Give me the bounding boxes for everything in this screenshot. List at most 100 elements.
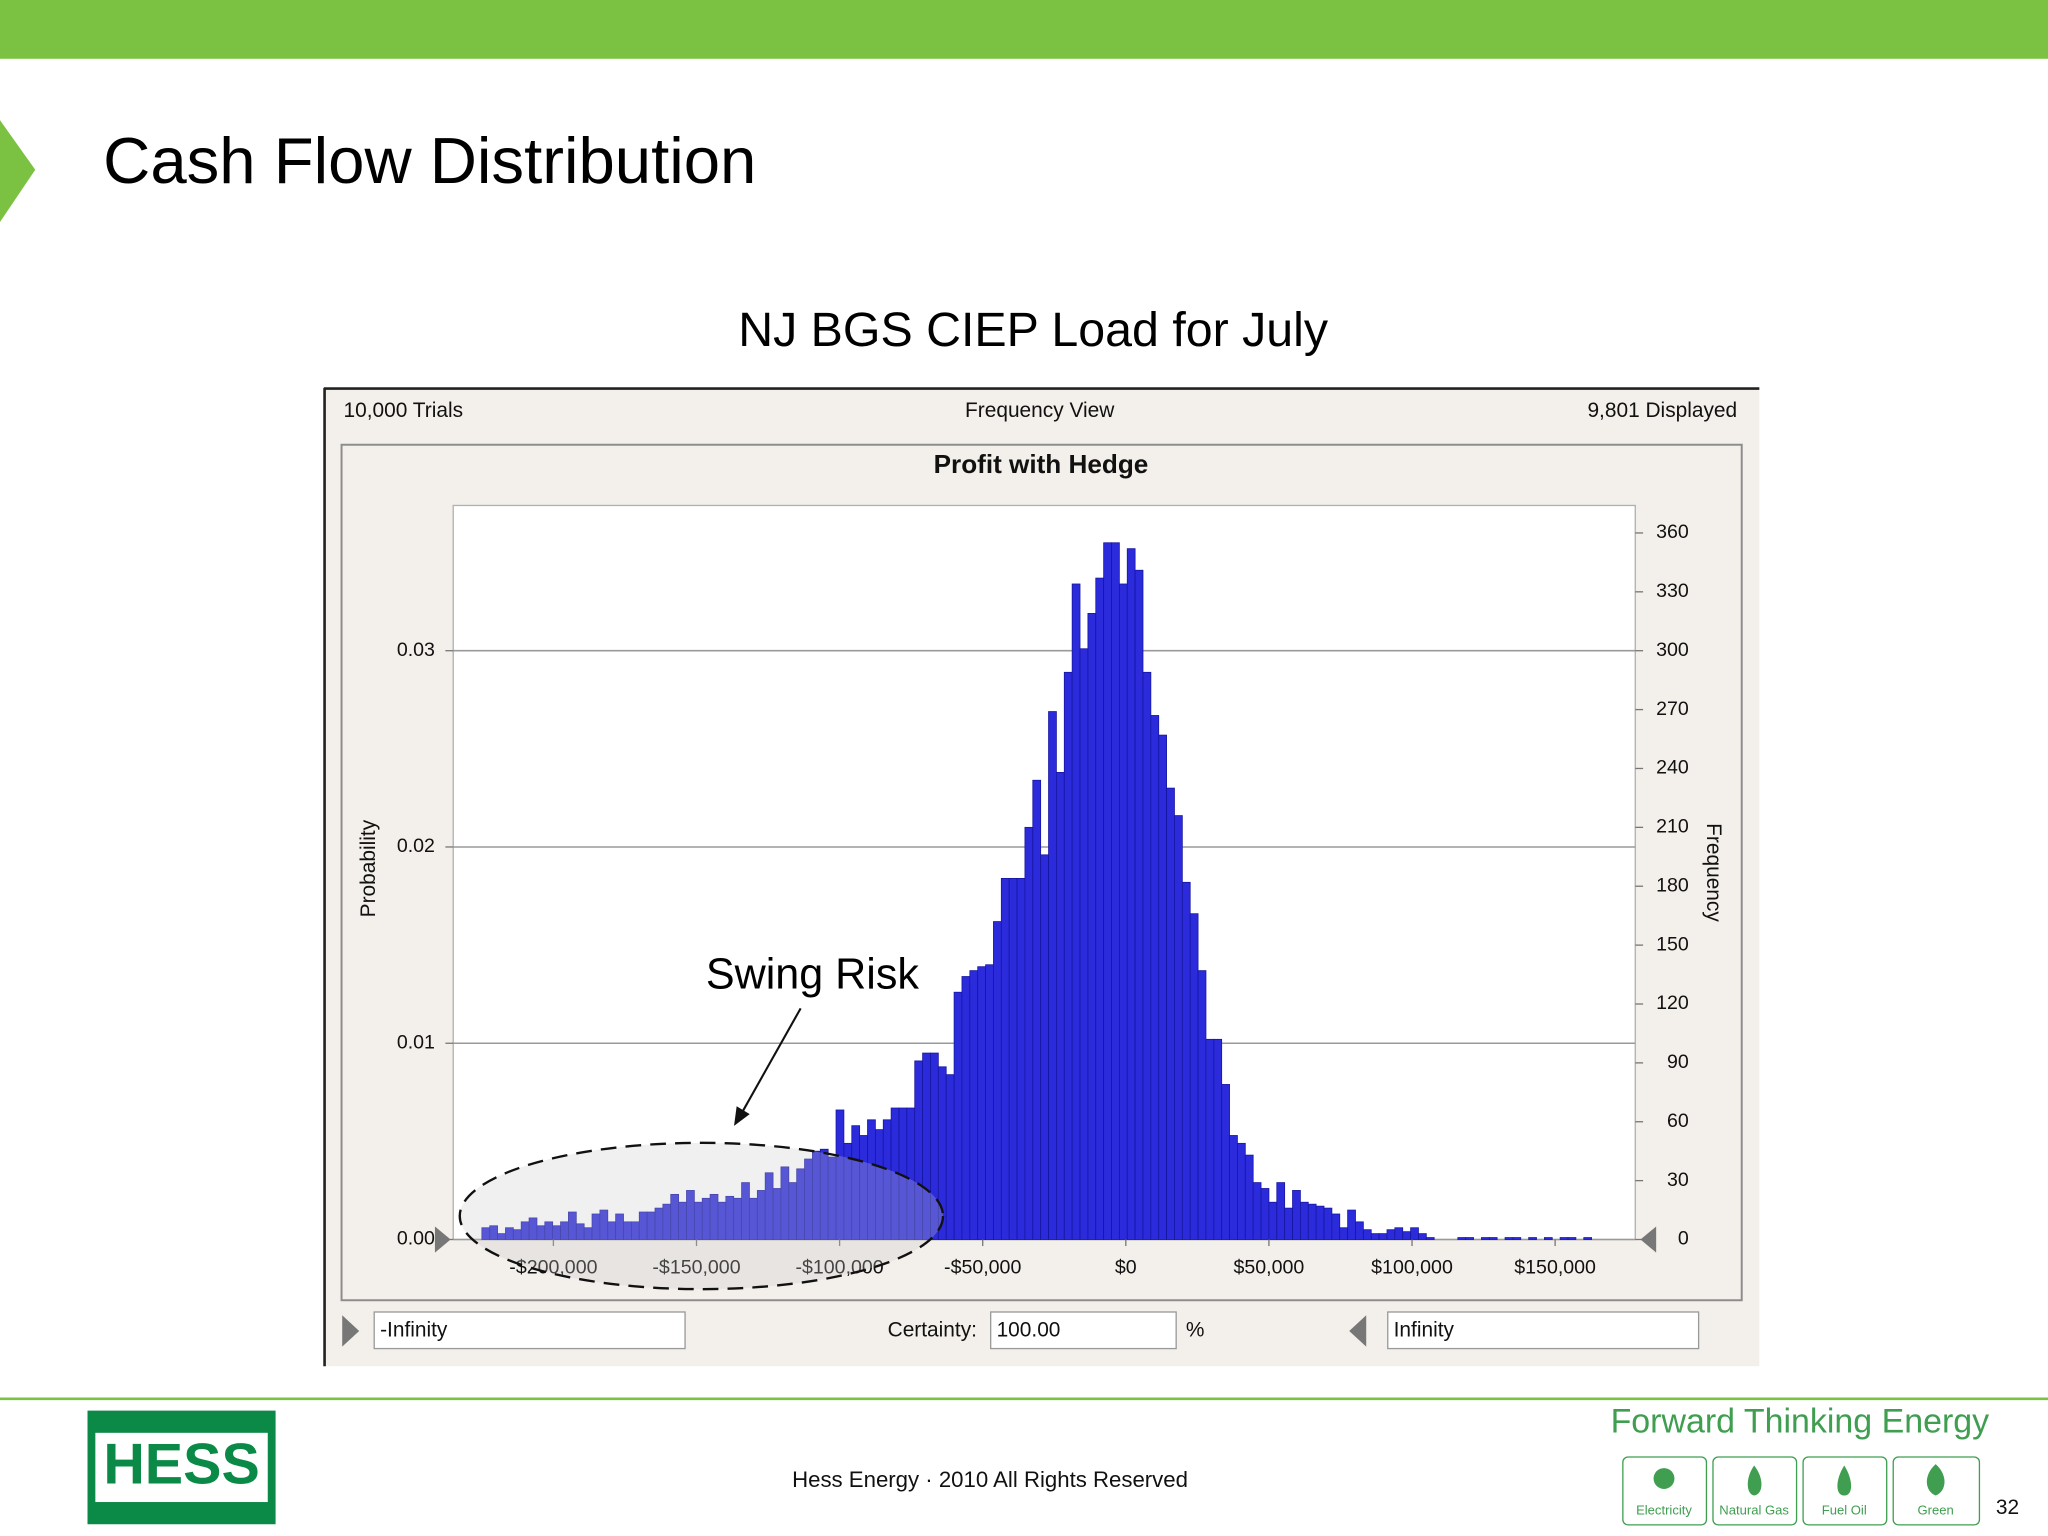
bar [1142,671,1152,1240]
y-tick-label: 270 [1656,698,1689,720]
bar [1386,1229,1396,1240]
bar [953,991,963,1240]
annotation-arrow [740,1007,802,1114]
x-tick-label: $50,000 [1234,1256,1305,1278]
bar [985,964,994,1240]
bar [1378,1233,1388,1240]
bar [1229,1135,1238,1240]
bar [1244,1154,1254,1240]
bar [1071,583,1081,1240]
bar [1032,779,1042,1240]
bar [1087,613,1097,1240]
x-tick-label: -$100,000 [796,1256,884,1278]
bar [1181,881,1191,1240]
right-arrow[interactable] [1349,1315,1367,1347]
chart-title: Profit with Hedge [934,449,1149,479]
bar [1174,815,1183,1240]
trials: 10,000 Trials [344,399,464,422]
bar [1488,1237,1498,1240]
bar [961,976,971,1240]
bar [1166,787,1175,1240]
bar [969,970,979,1240]
bar [1213,1038,1223,1240]
logo-band [95,1432,268,1503]
y-tick-label: 210 [1656,816,1689,838]
bar [1126,548,1136,1240]
icon-label: Green [1918,1503,1954,1518]
right-field[interactable] [1387,1311,1700,1350]
bar [1418,1233,1427,1240]
bar [1197,970,1207,1240]
percent: % [1186,1318,1205,1341]
bar [1481,1237,1490,1240]
bar [1528,1237,1537,1240]
left-slider[interactable] [434,1226,451,1253]
bar [1512,1237,1522,1240]
left-field-text: -Infinity [380,1318,448,1341]
y-tick-label: 0 [1678,1228,1689,1250]
bar [1410,1227,1419,1240]
bar [1504,1237,1514,1240]
icon-bulb [1653,1468,1675,1489]
bar [1095,577,1105,1240]
tagline: Forward Thinking Energy [1611,1403,1990,1441]
bar [1362,1229,1372,1240]
annotation: Swing Risk [706,950,920,998]
y2-tick-label: 0.01 [397,1031,435,1053]
icon-leaf [1926,1464,1945,1496]
left-field[interactable] [373,1311,686,1350]
icon-drop [1837,1465,1852,1496]
y-tick-label: 150 [1656,933,1689,955]
x-tick-label: $0 [1115,1256,1137,1278]
top-bar [0,0,2048,59]
bar [1307,1203,1317,1240]
bar [1347,1209,1356,1240]
certainty-label: Certainty: [888,1318,977,1341]
bar [945,1074,955,1240]
x-tick-label: $100,000 [1371,1256,1453,1278]
y-tick-label: 300 [1656,639,1689,661]
y-tick-label: 360 [1656,521,1689,543]
bar [977,966,986,1240]
bar [1252,1182,1262,1240]
icons: Electricity Natural Gas Fuel Oil Green [1622,1456,1981,1526]
bar [1315,1205,1325,1240]
chevron [0,120,36,223]
bar [1339,1227,1349,1240]
bar [1024,826,1034,1240]
right-field-text: Infinity [1394,1318,1455,1341]
y-tick-label: 120 [1656,992,1689,1014]
bar [1425,1237,1435,1240]
bar [1559,1237,1569,1240]
y-tick-label: 240 [1656,757,1689,779]
y-tick-label: 30 [1667,1169,1689,1191]
bar-layer [481,542,1593,1240]
y-tick-label: 60 [1667,1110,1689,1132]
bar [1402,1231,1411,1240]
chart-frame [340,443,1743,1302]
left-arrow[interactable] [342,1315,360,1347]
icon-box [1622,1456,1708,1526]
bar [1284,1207,1293,1240]
bar [1048,711,1057,1240]
bar [1158,734,1167,1240]
bar [1567,1237,1577,1240]
y-axis-label: Frequency [1702,823,1725,922]
bar [993,921,1002,1240]
certainty-field[interactable] [990,1311,1177,1350]
bar [1276,1182,1286,1240]
bar [1355,1221,1364,1240]
swing-risk-ellipse [458,1141,945,1291]
bar [1111,542,1120,1240]
y-tick-label: 180 [1656,874,1689,896]
bar [1583,1237,1593,1240]
bar [1056,772,1065,1240]
slide-title: Cash Flow Distribution [103,124,756,197]
right-slider[interactable] [1640,1226,1657,1253]
view: Frequency View [965,399,1115,422]
bar [1063,671,1073,1240]
bar [1394,1227,1404,1240]
bar [1300,1201,1309,1240]
x-tick-label: -$50,000 [944,1256,1021,1278]
copyright: Hess Energy · 2010 All Rights Reserved [792,1467,1188,1492]
